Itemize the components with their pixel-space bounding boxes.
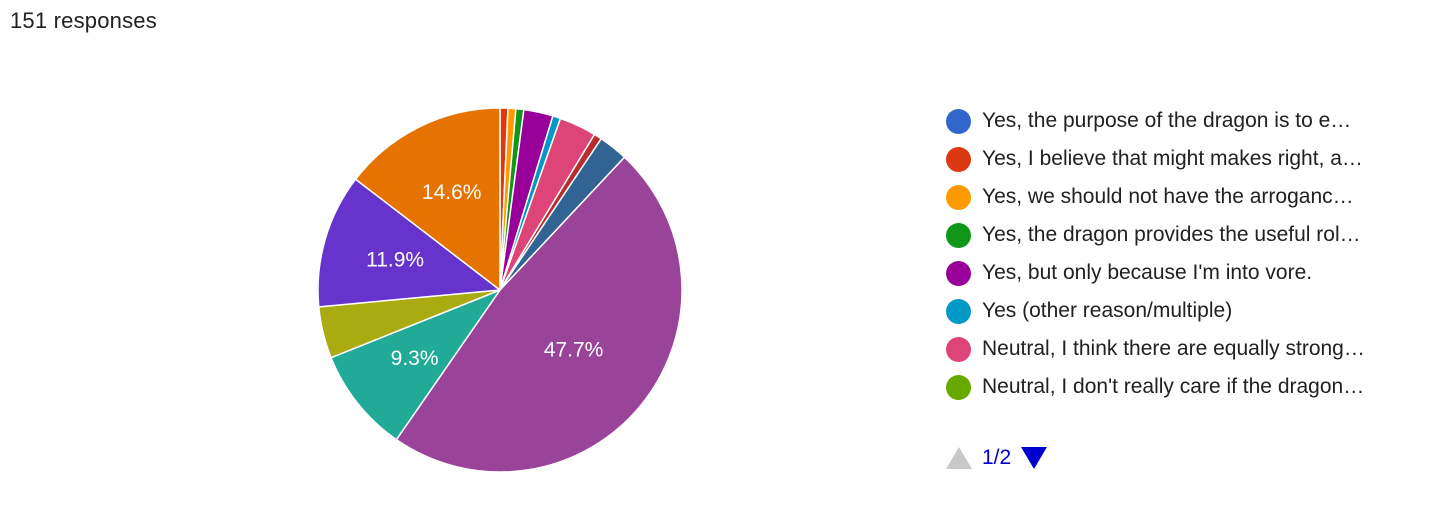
legend-swatch-icon [946,108,971,134]
legend-pager: 1/2 [946,446,1048,470]
legend-item: Yes, we should not have the arroganc… [946,178,1446,216]
legend-page-number: 1/2 [982,446,1012,469]
legend-item: Neutral, I think there are equally stron… [946,330,1446,368]
legend-item: Yes, I believe that might makes right, a… [946,140,1446,178]
pie-slice-label: 14.6% [422,181,482,204]
legend-item: Yes, the purpose of the dragon is to e… [946,102,1446,140]
legend-label: Yes (other reason/multiple) [982,299,1233,322]
pie-chart: 47.7% 9.3% 11.9% 14.6% [300,90,700,490]
pie-chart-svg: 47.7% 9.3% 11.9% 14.6% [317,107,683,473]
legend-item: Yes, the dragon provides the useful rol… [946,216,1446,254]
legend-label: Yes, the purpose of the dragon is to e… [982,109,1352,132]
legend-item: Yes, but only because I'm into vore. [946,254,1446,292]
pie-slice [354,107,501,291]
legend-label: Yes, I believe that might makes right, a… [982,147,1363,170]
legend-swatch-icon [946,260,971,286]
pie-slice-label: 47.7% [544,339,604,362]
pie-slice-label: 9.3% [391,347,439,370]
pie-slice [395,156,683,473]
legend-label: Neutral, I don't really care if the drag… [982,375,1365,398]
response-count: 151 responses [10,8,157,33]
legend-label: Neutral, I think there are equally stron… [982,337,1365,360]
legend-swatch-icon [946,374,971,400]
legend-item: Yes (other reason/multiple) [946,292,1446,330]
triangle-down-icon[interactable] [1021,447,1048,469]
legend-label: Yes, we should not have the arroganc… [982,185,1354,208]
legend-item: Neutral, I don't really care if the drag… [946,368,1446,406]
pie-slice-label: 11.9% [366,249,424,272]
legend-label: Yes, the dragon provides the useful rol… [982,223,1361,246]
chart-legend: Yes, the purpose of the dragon is to e… Y… [946,102,1446,406]
legend-swatch-icon [946,146,971,172]
pie-slice [317,178,501,308]
legend-swatch-icon [946,184,971,210]
triangle-up-icon[interactable] [946,447,972,469]
legend-swatch-icon [946,222,971,248]
legend-swatch-icon [946,298,971,324]
legend-swatch-icon [946,336,971,362]
pie-slice [330,289,501,441]
legend-label: Yes, but only because I'm into vore. [982,261,1313,284]
